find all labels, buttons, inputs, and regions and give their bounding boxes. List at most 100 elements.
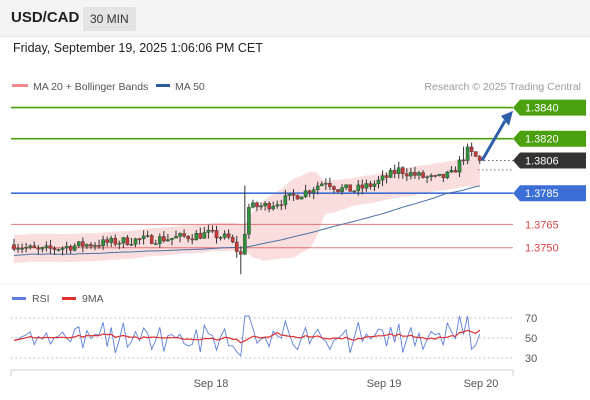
candle-body [255,202,259,208]
candle-body [320,183,324,187]
resistance-2-label: 1.3840 [525,103,559,115]
candle-body [344,184,348,188]
candle-body [356,184,361,192]
candles [12,142,482,275]
rsi-ma-legend-label: 9MA [82,293,104,305]
candle-body [153,243,158,245]
candle-body [409,172,413,177]
ma50-legend-swatch [156,84,170,87]
candle-body [166,239,170,242]
candle-body [340,187,344,192]
candle-body [133,238,138,245]
candle-body [170,237,174,240]
candle-body [384,175,389,178]
candle-body [48,245,53,249]
candle-body [20,248,24,250]
candle-body [149,235,154,244]
rsi-tick-label: 70 [525,313,537,325]
candle-body [64,246,69,249]
rsi-legend-label: RSI [32,293,50,305]
candle-body [372,183,377,187]
candle-body [214,230,219,239]
candle-body [230,237,235,243]
candle-body [461,159,466,162]
resistance-1-label: 1.3820 [525,134,559,146]
candle-body [234,241,239,252]
candle-body [332,186,336,190]
candle-body [445,171,450,179]
candle-body [141,235,146,240]
candle-body [441,173,446,179]
candle-body [299,196,304,200]
x-tick-label: Sep 20 [464,378,499,390]
candle-body [28,245,33,248]
candle-body [287,193,292,196]
candle-body [68,246,73,251]
resistance-1-label-bg [513,130,586,147]
ma20-legend-swatch [12,84,28,87]
ma50-line [13,185,480,256]
candle-body [275,204,280,207]
pivot-label: 1.3785 [525,188,559,200]
candle-body [469,146,474,152]
arrow-head [501,110,513,126]
datetime-label: Friday, September 19, 2025 1:06:06 PM CE… [13,41,263,55]
candle-body [307,190,312,194]
candle-body [56,249,61,251]
timeframe-button[interactable]: 30 MIN [83,7,136,31]
bollinger-bands [14,150,480,264]
bollinger-band-area [14,150,480,264]
candle-body [352,190,357,193]
candle-body [44,245,49,248]
price-level-labels: 1.3840 1.3820 1.3806 1.3785 1.3765 1.3750 [513,99,586,255]
candle-body [263,203,267,207]
ma50-legend-label: MA 50 [175,81,205,93]
rsi-line [13,315,481,358]
rsi-tick-label: 30 [525,353,537,365]
candle-body [129,244,134,246]
pivot-label-bg [513,185,586,202]
candle-body [336,189,340,192]
candle-body [259,205,263,208]
candle-body [190,238,195,241]
moving-averages [13,185,480,256]
candle-body [380,175,385,181]
candle-body [279,204,284,206]
candle-body [85,244,89,247]
candle-body [32,245,37,249]
candle-body [174,236,178,239]
candle-body [105,239,109,243]
candle-body [121,237,126,244]
rsi-panel: 70 50 30 [11,313,537,365]
rsi-legend-swatch [12,297,26,300]
rsi-ma-legend-swatch [62,297,76,300]
candle-body [283,195,288,206]
candle-body [433,175,438,177]
candle-body [16,248,20,250]
candle-body [388,169,393,178]
x-tick-label: Sep 18 [194,378,229,390]
candle-body [396,167,401,174]
price-levels [11,106,513,249]
candle-body [392,169,397,174]
candle-body [417,172,421,176]
candle-body [251,202,255,208]
candle-body [449,170,454,173]
candle-body [401,167,405,175]
candle-body [226,233,231,238]
candle-body [348,184,352,192]
last-price-label-bg [513,152,586,169]
support-1-label: 1.3765 [525,219,559,231]
candle-body [12,244,16,250]
candle-body [425,176,429,179]
candle-body [291,193,296,196]
resistance-2-label-bg [513,99,586,116]
candle-body [162,236,166,242]
candle-body [101,239,105,247]
candle-body [137,238,142,240]
rsi-tick-label: 50 [525,333,537,345]
candle-body [218,237,223,239]
research-credit: Research © 2025 Trading Central [424,81,581,93]
candle-body [238,251,243,255]
